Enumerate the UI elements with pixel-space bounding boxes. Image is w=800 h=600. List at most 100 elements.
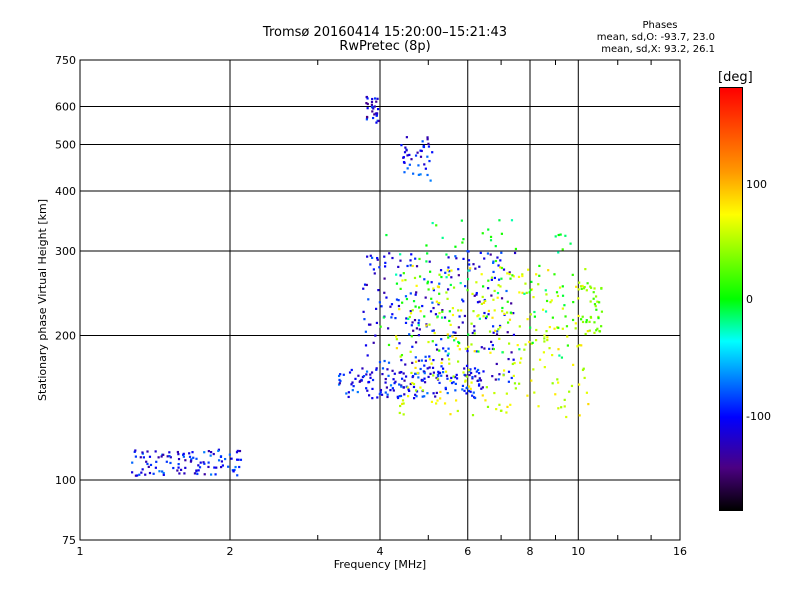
data-point [367, 323, 371, 326]
data-point [499, 409, 503, 412]
phase-stats: Phases mean, sd,O: -93.7, 23.0 mean, sd,… [575, 20, 715, 56]
data-point [408, 315, 411, 319]
data-point [133, 450, 136, 453]
data-point [350, 368, 353, 372]
data-point [498, 403, 501, 406]
data-point [441, 367, 445, 370]
data-point [593, 331, 596, 334]
data-point [144, 473, 147, 476]
data-point [431, 366, 435, 369]
data-point [396, 395, 399, 398]
data-point [157, 456, 160, 459]
data-point [502, 369, 506, 372]
data-point [395, 335, 398, 338]
data-point [380, 393, 384, 396]
data-point [145, 460, 148, 463]
data-point [395, 298, 399, 301]
data-point [483, 311, 486, 315]
data-point [550, 299, 553, 302]
data-point [461, 388, 464, 391]
data-point [370, 100, 374, 104]
data-point [451, 313, 455, 317]
data-point [523, 348, 526, 351]
data-point [478, 379, 481, 382]
data-point [400, 385, 403, 388]
data-point [490, 294, 493, 297]
data-point [393, 382, 396, 385]
data-point [457, 309, 460, 312]
data-point [546, 336, 549, 339]
data-point [494, 245, 497, 248]
data-point [418, 275, 422, 278]
data-point [434, 395, 437, 398]
data-point [454, 337, 458, 340]
data-point [199, 461, 202, 464]
data-point [498, 373, 501, 376]
data-point [191, 451, 194, 454]
data-point [411, 381, 414, 385]
data-point [483, 257, 486, 260]
data-point [383, 291, 386, 294]
data-point [238, 465, 241, 469]
data-point [396, 396, 400, 400]
data-point [446, 269, 449, 272]
data-point [513, 362, 516, 365]
data-point [399, 274, 402, 277]
data-point [535, 273, 538, 276]
data-point [149, 463, 153, 467]
data-point [489, 239, 493, 242]
data-point [209, 473, 213, 476]
data-point [534, 339, 538, 342]
data-point [565, 415, 568, 419]
data-point [587, 402, 590, 406]
data-point [414, 372, 417, 376]
data-point [230, 457, 233, 460]
data-point [498, 337, 501, 340]
data-point [475, 291, 478, 295]
data-point [581, 284, 584, 288]
data-point [506, 405, 509, 409]
data-point [450, 269, 453, 272]
data-point [481, 295, 484, 299]
data-point [472, 310, 475, 313]
data-point [439, 269, 443, 272]
data-point [521, 274, 524, 278]
data-point [588, 329, 591, 332]
data-point [423, 315, 426, 318]
data-point [398, 342, 401, 345]
data-point [582, 287, 586, 290]
data-point [526, 394, 529, 397]
data-point [530, 379, 533, 382]
data-point [492, 347, 495, 351]
data-point [467, 389, 471, 393]
data-point [596, 327, 599, 330]
data-point [141, 452, 144, 455]
data-point [435, 348, 439, 351]
data-point [512, 312, 515, 315]
data-point [451, 335, 454, 338]
data-point [551, 382, 554, 385]
data-point [553, 327, 556, 330]
data-point [432, 329, 435, 332]
data-point [593, 321, 596, 324]
data-point [464, 374, 467, 377]
data-point [239, 458, 243, 461]
data-point [169, 461, 172, 465]
data-point [448, 270, 451, 273]
data-point [465, 364, 469, 367]
data-point [410, 158, 413, 161]
data-point [141, 468, 144, 471]
data-point [454, 245, 457, 248]
data-point [432, 358, 435, 362]
y-tick-label: 75 [62, 534, 76, 547]
data-point [419, 310, 422, 313]
data-point [452, 286, 456, 289]
data-point [401, 279, 404, 282]
data-point [460, 219, 463, 222]
data-point [430, 281, 433, 284]
y-tick-label: 300 [55, 245, 76, 258]
x-tick-label: 16 [673, 545, 687, 558]
data-point [441, 310, 444, 313]
data-point [366, 102, 369, 106]
data-point [464, 347, 467, 350]
